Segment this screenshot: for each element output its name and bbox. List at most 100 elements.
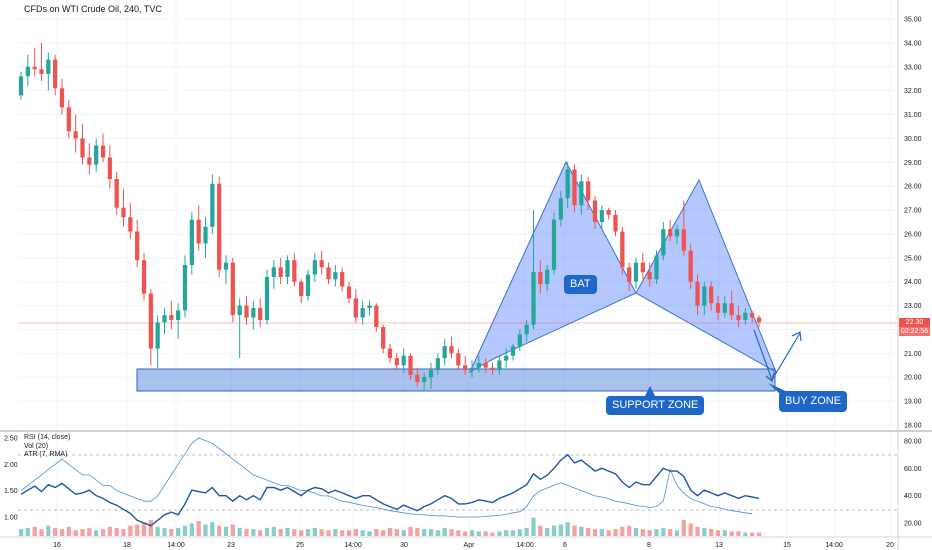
volume-bar	[374, 529, 379, 536]
candle	[374, 303, 379, 332]
rsi-tick-label: 20.00	[904, 521, 922, 528]
arrow-up-target	[771, 332, 801, 381]
volume-bar	[654, 529, 659, 536]
candle	[449, 336, 454, 359]
volume-bar	[565, 522, 570, 536]
time-tick-label: 16	[53, 542, 61, 549]
candle	[422, 372, 427, 392]
volume-bar	[135, 524, 140, 536]
candle	[223, 255, 229, 285]
countdown-tag: 02:22:56	[899, 327, 930, 336]
price-tick-label: 20.00	[904, 375, 922, 382]
candle	[73, 114, 78, 153]
candle	[121, 188, 126, 227]
volume-bar	[442, 527, 447, 536]
volume-bar	[435, 530, 440, 536]
candle	[237, 298, 242, 359]
volume-bar	[189, 523, 194, 536]
volume-bar	[497, 531, 502, 536]
candle	[114, 171, 119, 215]
candle	[155, 315, 160, 368]
candle	[558, 190, 563, 227]
candle	[640, 253, 645, 280]
candle	[702, 281, 707, 316]
candle	[189, 212, 194, 275]
candles	[18, 42, 762, 392]
volume-bar	[114, 527, 119, 536]
volume-bar	[592, 529, 598, 536]
volume-bar	[53, 527, 58, 536]
candle	[278, 257, 283, 285]
candle	[94, 138, 99, 172]
candle	[258, 298, 263, 328]
volume-bar	[756, 532, 762, 536]
volume-bar	[579, 526, 584, 536]
price-tick-label: 29.00	[904, 160, 922, 167]
volume-bar	[94, 530, 99, 536]
candle	[497, 355, 502, 375]
volume-bar	[606, 530, 611, 536]
volume-bar	[640, 529, 645, 536]
candle	[490, 362, 495, 375]
vol-legend[interactable]: Vol (20)	[24, 443, 49, 450]
candle	[661, 222, 666, 261]
price-tick-label: 28.00	[904, 184, 922, 191]
volume-bar	[524, 527, 529, 536]
candle	[217, 176, 222, 277]
price-tick-label: 23.00	[904, 303, 922, 310]
price-tick-label: 25.00	[904, 255, 922, 262]
arrow-up-head	[791, 331, 802, 342]
volume-bar	[128, 525, 133, 536]
atr-tick-label: 1.50	[4, 488, 18, 495]
candle	[299, 279, 304, 304]
volume-bar	[463, 531, 468, 536]
atr-legend[interactable]: ATR (7, RMA)	[24, 451, 68, 458]
candle	[709, 281, 714, 311]
price-axis: 35.00 34.00 33.00 32.00 31.00 30.00 29.00 28.00…	[904, 17, 922, 430]
volume-bar	[312, 527, 317, 536]
volume-bar	[244, 529, 249, 536]
volume-bar	[483, 531, 488, 536]
candle	[169, 300, 174, 330]
rsi-legend[interactable]: RSI (14, close)	[24, 434, 71, 441]
candle	[128, 202, 133, 239]
rsi-line	[20, 453, 760, 527]
time-tick-label: 14:00	[167, 542, 185, 549]
price-tick-label: 18.00	[904, 423, 922, 430]
volume-bar	[627, 525, 632, 536]
candle	[633, 257, 639, 289]
volume-bar	[449, 529, 454, 536]
volume-bars	[18, 517, 762, 536]
volume-bar	[107, 526, 112, 536]
volume-bar	[46, 525, 51, 536]
volume-bar	[271, 526, 276, 536]
candle	[244, 296, 249, 325]
time-tick-label: 8	[647, 542, 651, 549]
volume-bar	[736, 531, 741, 536]
volume-bar	[353, 529, 358, 536]
candle	[756, 315, 762, 328]
time-tick-label: 14:00	[825, 542, 843, 549]
volume-bar	[722, 530, 727, 536]
price-tick-label: 31.00	[904, 112, 922, 119]
volume-bar	[668, 529, 673, 536]
volume-bar	[681, 519, 686, 536]
volume-bar	[87, 527, 92, 536]
bat-label: BAT	[564, 275, 597, 294]
volume-bar	[196, 521, 201, 536]
candle	[545, 264, 550, 292]
candle	[606, 207, 611, 220]
atr-tick-label: 2.50	[4, 436, 18, 443]
candle	[510, 343, 516, 361]
candle	[551, 212, 557, 275]
volume-bar	[39, 529, 44, 536]
grid	[18, 0, 898, 537]
volume-bar	[346, 530, 352, 536]
candle	[647, 262, 652, 287]
price-tick-label: 30.00	[904, 136, 922, 143]
candle	[572, 164, 577, 213]
arrow-down-head	[765, 372, 775, 383]
volume-bar	[422, 529, 427, 536]
atr-tick-label: 1.00	[4, 515, 18, 522]
